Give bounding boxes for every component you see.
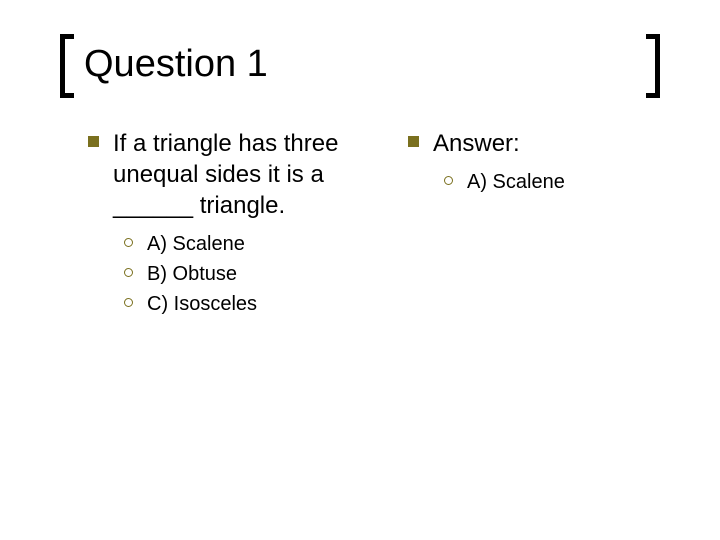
answer-label: Answer: xyxy=(433,128,520,159)
content-columns: If a triangle has three unequal sides it… xyxy=(60,128,660,322)
question-text: If a triangle has three unequal sides it… xyxy=(113,128,388,222)
bracket-right-icon xyxy=(646,34,660,98)
option-text: A) Scalene xyxy=(147,231,245,257)
options-list: A) Scalene B) Obtuse C) Isosceles xyxy=(88,231,388,317)
answer-text: A) Scalene xyxy=(467,169,565,195)
circle-bullet-icon xyxy=(124,268,133,277)
option-item: C) Isosceles xyxy=(124,291,388,317)
title-container: Question 1 xyxy=(60,44,660,86)
answer-column: Answer: A) Scalene xyxy=(408,128,660,322)
slide-title: Question 1 xyxy=(84,44,660,86)
option-item: A) Scalene xyxy=(124,231,388,257)
option-item: B) Obtuse xyxy=(124,261,388,287)
question-column: If a triangle has three unequal sides it… xyxy=(88,128,388,322)
answer-item: Answer: xyxy=(408,128,660,159)
question-item: If a triangle has three unequal sides it… xyxy=(88,128,388,222)
slide: Question 1 If a triangle has three unequ… xyxy=(0,0,720,321)
circle-bullet-icon xyxy=(124,298,133,307)
answer-list: A) Scalene xyxy=(408,169,660,195)
circle-bullet-icon xyxy=(124,238,133,247)
circle-bullet-icon xyxy=(444,176,453,185)
square-bullet-icon xyxy=(88,136,99,147)
option-text: B) Obtuse xyxy=(147,261,237,287)
bracket-left-icon xyxy=(60,34,74,98)
square-bullet-icon xyxy=(408,136,419,147)
answer-value-item: A) Scalene xyxy=(444,169,660,195)
option-text: C) Isosceles xyxy=(147,291,257,317)
